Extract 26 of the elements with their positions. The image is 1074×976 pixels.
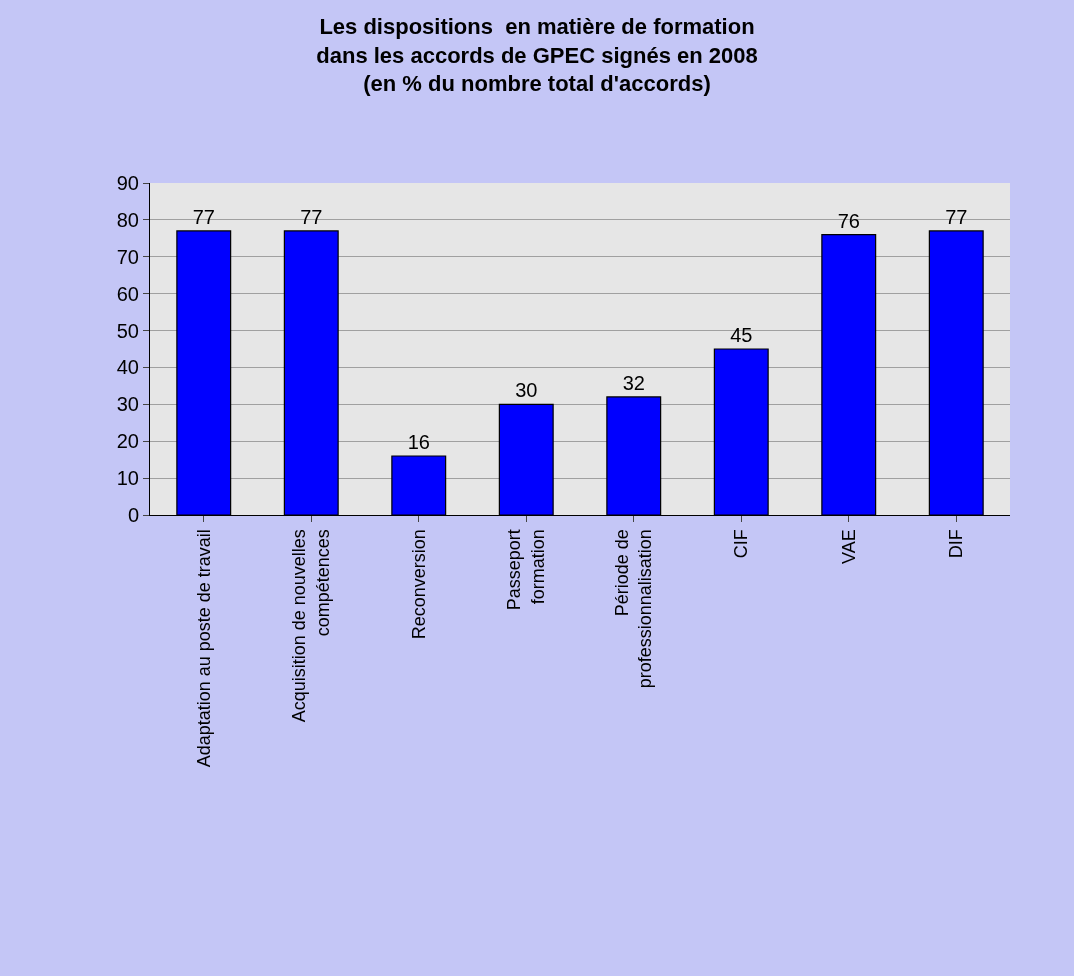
y-tick-label: 60 [116, 282, 139, 305]
data-label: 77 [192, 205, 215, 228]
y-tick-label: 0 [127, 504, 139, 526]
x-tick-label: Adaptation au poste de travail [193, 529, 214, 768]
x-tick-label: Passeport formation [504, 529, 548, 611]
y-tick-label: 30 [116, 393, 139, 416]
x-tick-label: Acquisition de nouvelles compétences [289, 529, 333, 723]
data-label: 32 [622, 371, 645, 394]
data-label: 77 [945, 205, 968, 228]
x-tick-label: Reconversion [408, 529, 429, 640]
x-tick-label: VAE [838, 529, 859, 564]
y-tick-label: 50 [116, 319, 139, 342]
y-tick-label: 10 [116, 467, 139, 490]
chart-title: Les dispositions en matière de formation dans les accords de GPEC signés en 2008 (en % du nombre total d'accords) [316, 14, 758, 97]
y-tick-label: 40 [116, 356, 139, 379]
x-tick-label: CIF [731, 529, 752, 559]
y-tick-label: 90 [116, 172, 139, 194]
y-tick-label: 80 [116, 208, 139, 231]
data-label: 16 [407, 430, 430, 453]
y-tick-label: 20 [116, 430, 139, 453]
data-label: 30 [515, 379, 538, 402]
data-label: 77 [300, 205, 323, 228]
data-label: 45 [730, 324, 753, 346]
data-label: 76 [837, 209, 860, 232]
y-tick-label: 70 [116, 245, 139, 268]
x-tick-label: DIF [946, 529, 967, 559]
